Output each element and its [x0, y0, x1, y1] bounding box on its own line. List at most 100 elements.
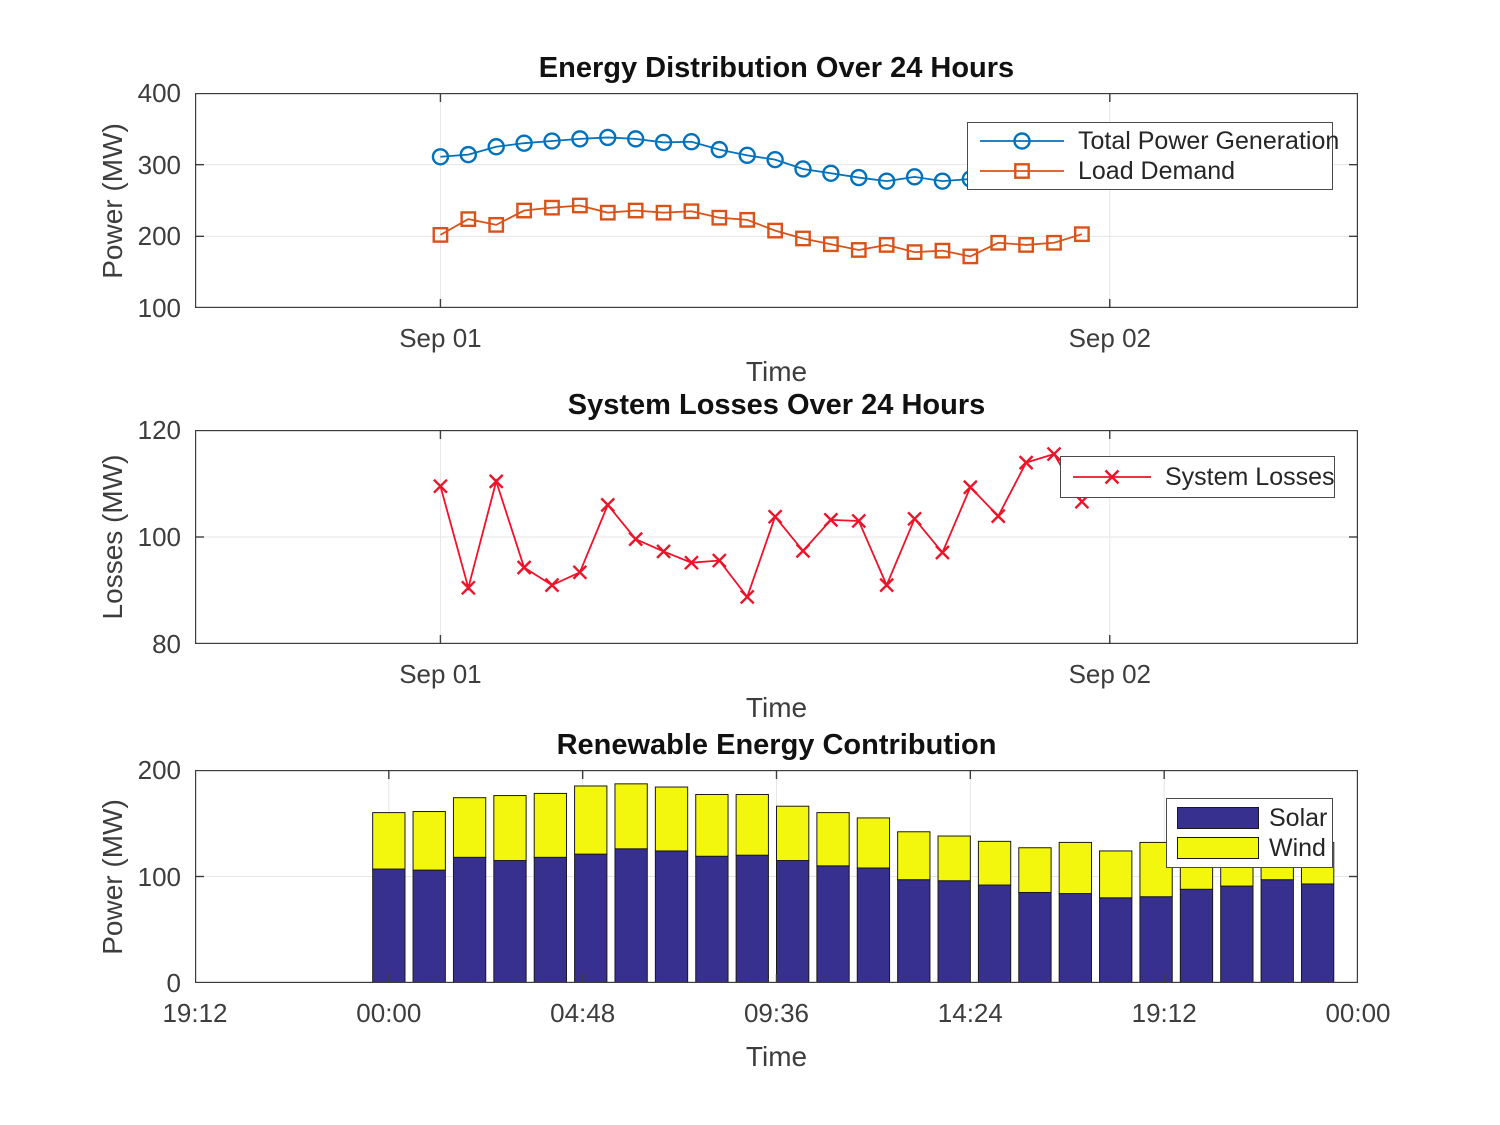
legend-label-load-demand: Load Demand — [1078, 156, 1236, 185]
y-tick-label: 80 — [152, 629, 181, 659]
bar-segment-solar — [412, 869, 446, 983]
legend-entry-wind: Wind — [1177, 833, 1332, 863]
marker-square — [1073, 226, 1090, 243]
marker-x — [711, 553, 727, 568]
plot-area-losses — [195, 430, 1358, 644]
bar-segment-solar — [574, 853, 608, 983]
bar-segment-wind — [1099, 850, 1133, 899]
bar-segment-solar — [654, 850, 689, 983]
marker-square — [711, 209, 728, 226]
marker-x — [460, 580, 476, 596]
bar-segment-solar — [897, 879, 931, 983]
legend-label-system-losses: System Losses — [1165, 462, 1335, 491]
marker-circle — [877, 172, 896, 190]
marker-circle — [1013, 132, 1031, 150]
marker-square — [627, 202, 644, 219]
legend-wind-swatch — [1177, 837, 1259, 859]
bar-segment-wind — [614, 783, 648, 850]
legend-sample-swatch — [1177, 837, 1259, 859]
marker-x — [990, 508, 1006, 524]
bar-segment-wind — [937, 835, 971, 882]
bar-segment-wind — [977, 840, 1012, 886]
marker-square — [878, 237, 895, 253]
chart-title: Energy Distribution Over 24 Hours — [538, 52, 1015, 84]
marker-circle — [487, 138, 505, 156]
plot-area-renewables — [195, 770, 1358, 983]
marker-square — [934, 242, 951, 259]
marker-square — [516, 202, 532, 219]
marker-square — [488, 216, 505, 233]
marker-x — [1018, 455, 1034, 470]
marker-x — [879, 577, 895, 593]
axes-border — [195, 770, 1358, 983]
axes-border — [195, 93, 1358, 308]
marker-square — [1046, 234, 1062, 251]
bar-segment-solar — [776, 860, 810, 983]
y-tick-label: 200 — [137, 221, 181, 252]
bar-segment-solar — [614, 848, 648, 983]
bar-segment-wind — [776, 805, 810, 862]
y-tick-label: 120 — [137, 415, 181, 445]
marker-x — [739, 589, 755, 605]
marker-circle — [626, 130, 645, 148]
bar-segment-solar — [735, 854, 769, 983]
marker-circle — [459, 145, 478, 164]
bar-segment-solar — [493, 860, 527, 983]
marker-square — [571, 197, 588, 214]
marker-x — [684, 555, 699, 571]
bar-segment-wind — [452, 797, 487, 858]
bar-segment-wind — [654, 786, 689, 852]
marker-square — [767, 222, 784, 239]
legend-label-total-power: Total Power Generation — [1078, 126, 1340, 155]
marker-x — [600, 497, 616, 513]
marker-x — [1046, 446, 1062, 462]
x-tick-label: 00:00 — [356, 998, 422, 1028]
marker-square — [1014, 163, 1030, 179]
bar-segment-wind — [1058, 841, 1092, 895]
y-tick-label: 100 — [137, 293, 181, 323]
x-axis-label: Time — [745, 356, 808, 387]
marker-x — [488, 474, 504, 489]
marker-x — [433, 478, 448, 494]
bar-segment-solar — [1300, 883, 1335, 983]
y-tick-label: 300 — [137, 149, 181, 180]
marker-square — [544, 199, 560, 216]
y-axis-label: Power (MW) — [97, 122, 128, 279]
marker-square — [460, 211, 477, 228]
marker-x — [935, 545, 950, 560]
marker-x — [544, 577, 560, 593]
bar-segment-solar — [1139, 896, 1173, 983]
marker-square — [1018, 237, 1035, 253]
x-tick-label: Sep 01 — [399, 323, 482, 353]
y-tick-label: 0 — [166, 968, 181, 998]
bar-segment-solar — [695, 855, 729, 983]
chart-title: System Losses Over 24 Hours — [567, 389, 986, 421]
marker-square — [962, 248, 979, 265]
x-tick-label: 19:12 — [162, 998, 228, 1028]
marker-square — [683, 203, 700, 220]
marker-x — [516, 560, 532, 575]
marker-square — [599, 204, 616, 221]
bar-segment-solar — [856, 867, 891, 983]
legend-entry-system-losses: System Losses — [1069, 462, 1335, 492]
marker-square — [990, 234, 1007, 251]
marker-x — [851, 513, 867, 529]
marker-circle — [766, 150, 784, 169]
subplot-renewable-contribution: Renewable Energy Contribution Power (MW)… — [97, 729, 1391, 1072]
bar-segment-solar — [1018, 891, 1052, 983]
marker-circle — [738, 146, 756, 165]
marker-circle — [933, 172, 952, 190]
bar-segment-solar — [977, 884, 1012, 983]
bar-segment-solar — [1260, 879, 1294, 983]
legend-entry-load-demand: Load Demand — [976, 156, 1332, 186]
bar-segment-wind — [816, 812, 850, 867]
series-line-load-demand — [439, 204, 1083, 258]
marker-circle — [850, 168, 868, 187]
bar-segment-solar — [452, 856, 487, 983]
marker-x — [767, 509, 783, 525]
subplot-system-losses: System Losses Over 24 Hours Losses (MW) … — [97, 389, 1358, 723]
x-axis-label: Time — [745, 692, 808, 723]
marker-x — [628, 531, 644, 547]
x-tick-label: 09:36 — [743, 998, 810, 1028]
legend-line-square-sample — [980, 163, 1064, 179]
